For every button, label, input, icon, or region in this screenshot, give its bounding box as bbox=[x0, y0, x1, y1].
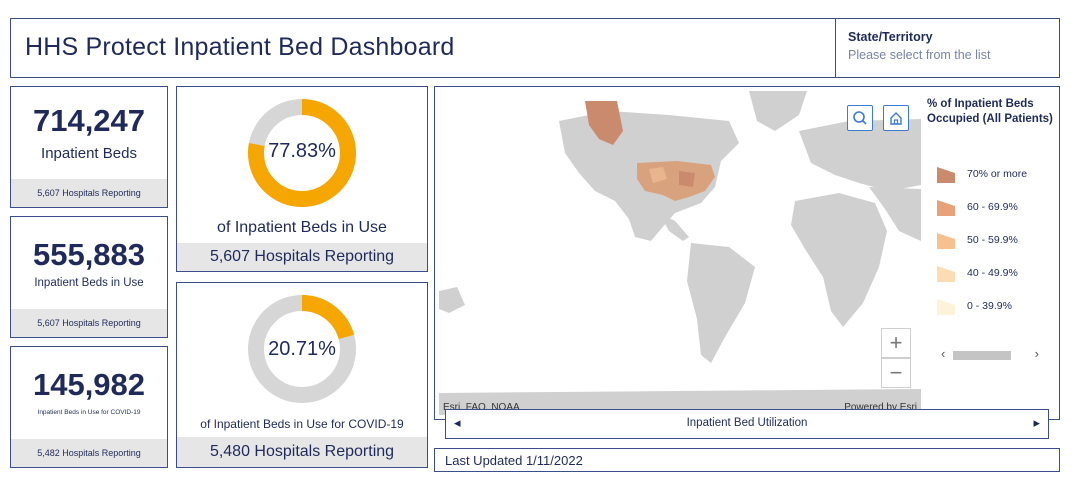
map-footer-carousel: ◂ Inpatient Bed Utilization ▸ bbox=[445, 409, 1049, 439]
zoom-in-button[interactable]: + bbox=[881, 328, 911, 358]
donut-footer: 5,480 Hospitals Reporting bbox=[177, 437, 427, 467]
state-selector-placeholder[interactable]: Please select from the list bbox=[848, 48, 991, 62]
stat-label: Inpatient Beds in Use for COVID-19 bbox=[37, 409, 141, 416]
dashboard-header: HHS Protect Inpatient Bed Dashboard Stat… bbox=[10, 18, 1060, 78]
donut-percent: 77.83% bbox=[268, 140, 336, 162]
last-updated-bar: Last Updated 1/11/2022 bbox=[434, 448, 1060, 472]
stat-card-inpatient-beds: 714,247 Inpatient Beds 5,607 Hospitals R… bbox=[10, 86, 168, 208]
map-attribution: Esri, FAO, NOAA bbox=[443, 402, 520, 413]
state-selector[interactable]: State/Territory Please select from the l… bbox=[835, 19, 1061, 77]
legend-scrollbar[interactable]: ‹ › bbox=[941, 346, 1039, 362]
alaska bbox=[585, 101, 623, 145]
central-america bbox=[659, 213, 689, 241]
last-updated-text: Last Updated 1/11/2022 bbox=[445, 453, 583, 468]
legend-label: 50 - 59.9% bbox=[967, 234, 1018, 246]
stat-card-beds-in-use: 555,883 Inpatient Beds in Use 5,607 Hosp… bbox=[10, 216, 168, 338]
donut-arc bbox=[248, 99, 356, 207]
legend-swatch bbox=[937, 233, 955, 249]
stat-footer: 5,482 Hospitals Reporting bbox=[11, 439, 167, 467]
south-america bbox=[687, 243, 755, 363]
zoom-out-button[interactable]: − bbox=[881, 358, 911, 388]
us-state-patch bbox=[679, 171, 695, 187]
europe-asia bbox=[799, 119, 921, 191]
legend-swatch bbox=[937, 299, 955, 315]
donut-caption: of Inpatient Beds in Use for COVID-19 bbox=[200, 417, 404, 431]
scroll-left-arrow[interactable]: ‹ bbox=[941, 346, 946, 361]
legend-label: 0 - 39.9% bbox=[967, 300, 1012, 312]
middle-east bbox=[869, 187, 921, 241]
search-icon bbox=[853, 111, 867, 125]
legend-label: 60 - 69.9% bbox=[967, 201, 1018, 213]
oceania bbox=[439, 287, 465, 313]
map-home-button[interactable] bbox=[883, 105, 909, 131]
next-arrow[interactable]: ▸ bbox=[1033, 415, 1040, 430]
stat-footer: 5,607 Hospitals Reporting bbox=[11, 179, 167, 207]
stat-value: 714,247 bbox=[32, 103, 146, 138]
legend-item: 70% or more bbox=[935, 165, 1027, 185]
state-selector-label: State/Territory bbox=[848, 30, 933, 44]
legend-swatch bbox=[937, 167, 955, 183]
donut-chart bbox=[248, 295, 356, 403]
legend-item: 50 - 59.9% bbox=[935, 231, 1018, 251]
map-legend: % of Inpatient Beds Occupied (All Patien… bbox=[927, 97, 1057, 361]
africa bbox=[791, 193, 887, 327]
legend-title: % of Inpatient Beds Occupied (All Patien… bbox=[927, 98, 1053, 125]
stat-label: Inpatient Beds bbox=[41, 145, 137, 162]
legend-label: 40 - 49.9% bbox=[967, 267, 1018, 279]
legend-item: 0 - 39.9% bbox=[935, 297, 1012, 317]
powered-by-esri[interactable]: Powered by Esri bbox=[844, 402, 917, 413]
scroll-thumb[interactable] bbox=[953, 351, 1011, 360]
legend-label: 70% or more bbox=[967, 168, 1028, 180]
antarctica bbox=[439, 389, 921, 415]
stat-card-beds-covid: 145,982 Inpatient Beds in Use for COVID-… bbox=[10, 346, 168, 468]
prev-arrow[interactable]: ◂ bbox=[454, 415, 461, 430]
legend-swatch bbox=[937, 266, 955, 282]
legend-item: 60 - 69.9% bbox=[935, 198, 1018, 218]
us-state-patch bbox=[649, 167, 667, 183]
stat-value: 555,883 bbox=[32, 237, 146, 272]
page-title: HHS Protect Inpatient Bed Dashboard bbox=[25, 33, 455, 61]
stat-label: Inpatient Beds in Use bbox=[34, 277, 144, 289]
donut-arc bbox=[248, 295, 356, 403]
scroll-right-arrow[interactable]: › bbox=[1034, 346, 1039, 361]
donut-percent: 20.71% bbox=[268, 338, 336, 360]
greenland bbox=[749, 91, 807, 131]
stat-footer: 5,607 Hospitals Reporting bbox=[11, 309, 167, 337]
map-canvas[interactable] bbox=[439, 91, 921, 415]
map-search-button[interactable] bbox=[847, 105, 873, 131]
donut-footer: 5,607 Hospitals Reporting bbox=[177, 243, 427, 271]
legend-swatch bbox=[937, 200, 955, 216]
stat-value: 145,982 bbox=[32, 367, 146, 402]
donut-card-beds-in-use: 77.83% of Inpatient Beds in Use 5,607 Ho… bbox=[176, 86, 428, 272]
map-panel: + − Esri, FAO, NOAA Powered by Esri % of… bbox=[434, 86, 1060, 439]
donut-card-beds-covid: 20.71% of Inpatient Beds in Use for COVI… bbox=[176, 282, 428, 468]
donut-caption: of Inpatient Beds in Use bbox=[217, 219, 387, 236]
donut-chart bbox=[248, 99, 356, 207]
world-map[interactable]: + − Esri, FAO, NOAA Powered by Esri bbox=[439, 91, 921, 415]
home-icon bbox=[890, 112, 902, 125]
map-footer-label: Inpatient Bed Utilization bbox=[686, 417, 808, 429]
legend-item: 40 - 49.9% bbox=[935, 264, 1018, 284]
